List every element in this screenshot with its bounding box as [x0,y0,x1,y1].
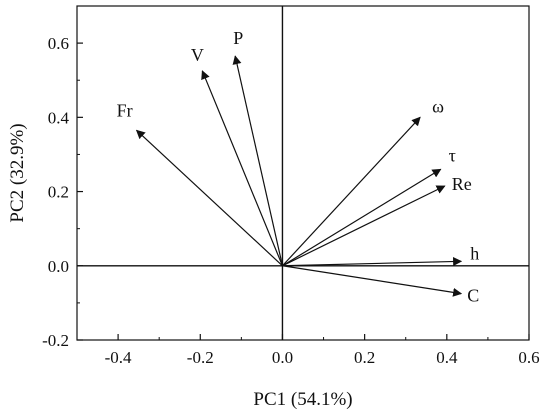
loading-arrows: V P Fr ω τ Re h C [117,28,480,306]
arrow-label: ω [432,96,444,116]
arrow-label: h [470,243,479,263]
loading-arrow [282,185,446,267]
y-tick-label: -0.2 [42,331,69,350]
y-tick-label: 0.4 [48,108,70,127]
y-axis-ticks: -0.2 0.0 0.2 0.4 0.6 [42,34,83,350]
x-tick-label: -0.4 [105,348,132,367]
y-tick-label: 0.0 [48,257,69,276]
x-tick-label: 0.0 [272,348,293,367]
x-tick-label: -0.2 [187,348,214,367]
arrow-label: Re [452,174,472,194]
x-axis-title: PC1 (54.1%) [253,389,352,410]
arrow-label: τ [449,145,456,165]
arrow-label: P [233,28,243,48]
loading-arrow [282,168,442,267]
plot-frame [76,5,530,341]
loading-arrow [282,116,421,267]
x-tick-label: 0.6 [518,348,539,367]
loading-arrow [201,70,284,267]
y-axis-title: PC2 (32.9%) [7,123,28,222]
x-tick-label: 0.4 [436,348,458,367]
arrow-label: Fr [117,100,133,120]
arrow-label: V [191,45,204,65]
y-tick-label: 0.2 [48,183,69,202]
arrow-label: C [467,286,479,306]
loading-arrow [282,265,463,297]
x-axis-ticks: -0.4 -0.2 0.0 0.2 0.4 0.6 [105,334,540,367]
loading-arrow [232,55,284,266]
x-tick-label: 0.2 [354,348,375,367]
loading-arrow [135,129,283,267]
y-tick-label: 0.6 [48,34,69,53]
loading-arrow [282,257,463,267]
